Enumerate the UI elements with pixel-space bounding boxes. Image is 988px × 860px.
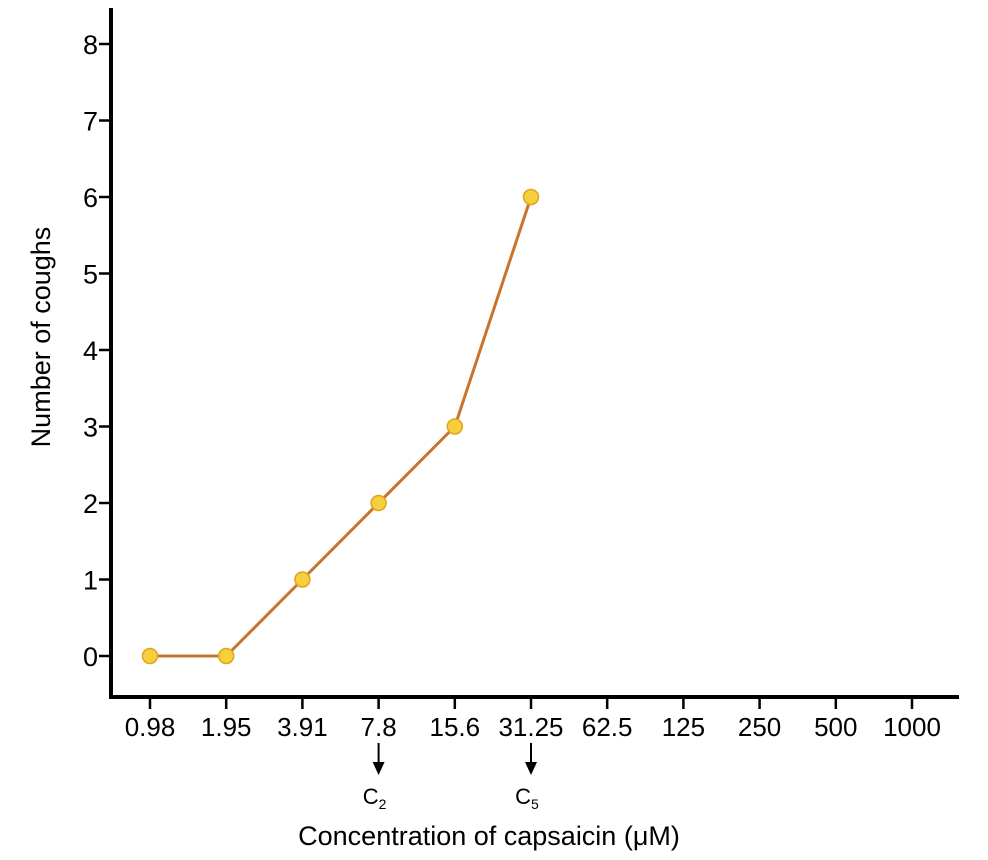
x-tick-label: 0.98 [125,712,176,742]
y-tick-label: 7 [83,107,98,137]
data-point [522,188,540,206]
y-tick-label: 3 [83,413,98,443]
data-point [141,647,159,665]
x-tick-label: 500 [814,712,857,742]
data-point [446,418,464,435]
y-tick-label: 0 [83,642,98,672]
data-point [370,494,387,512]
y-tick-label: 2 [83,489,98,519]
data-point [217,647,235,665]
x-tick-label: 31.25 [498,712,563,742]
x-tick-label: 62.5 [582,712,633,742]
y-tick-label: 5 [83,260,98,290]
y-tick-label: 4 [83,336,98,366]
x-tick-label: 1.95 [201,712,252,742]
y-axis-title: Number of coughs [26,227,56,448]
y-tick-label: 8 [83,30,98,60]
x-tick-label: 7.8 [361,712,397,742]
x-tick-label: 125 [662,712,705,742]
series-line [150,196,533,658]
marker-arrowhead [372,762,385,775]
marker-label: C5 [515,784,539,812]
marker-label: C2 [363,784,387,812]
x-tick-label: 15.6 [429,712,480,742]
x-axis-title: Concentration of capsaicin (μM) [298,821,680,851]
x-tick-label: 1000 [883,712,941,742]
x-tick-label: 250 [738,712,781,742]
y-tick-label: 1 [83,566,98,596]
marker-arrowhead [525,762,537,775]
y-tick-label: 6 [83,183,98,213]
x-tick-label: 3.91 [277,712,328,742]
data-point [294,571,311,588]
